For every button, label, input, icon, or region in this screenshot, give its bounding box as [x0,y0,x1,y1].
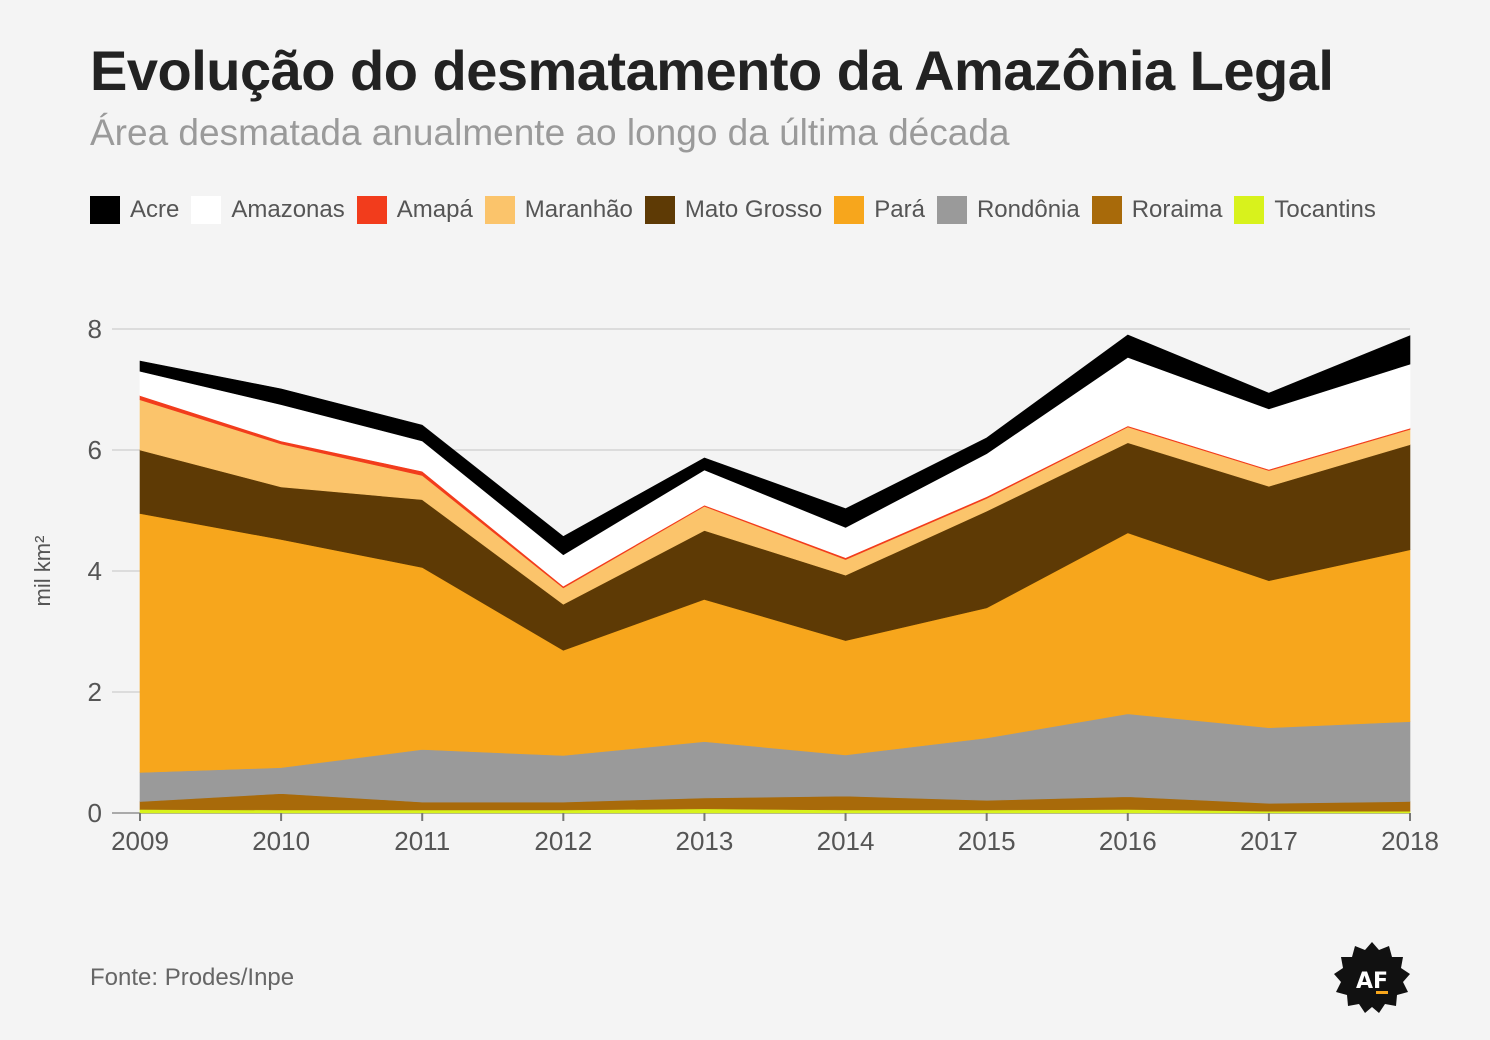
x-tick-label-2015: 2015 [958,826,1016,856]
y-tick-label-2: 2 [88,677,102,707]
legend-label-para: Pará [874,196,925,223]
agency-logo: AF [1334,942,1410,1013]
source-note: Fonte: Prodes/Inpe [90,964,295,991]
y-tick-label-4: 4 [88,556,102,586]
x-tick-label-2017: 2017 [1240,826,1298,856]
legend-item-tocantins: Tocantins [1234,196,1376,224]
logo-accent [1376,991,1388,994]
x-tick-label-2011: 2011 [394,826,450,856]
legend-item-amazonas: Amazonas [191,196,345,224]
legend-swatch-amazonas [191,196,222,224]
legend-swatch-tocantins [1234,196,1265,224]
legend-label-roraima: Roraima [1131,196,1223,223]
logo-text: AF [1356,969,1388,994]
legend-item-acre: Acre [90,196,179,224]
legend-item-maranhao: Maranhão [484,196,633,224]
legend-label-tocantins: Tocantins [1274,196,1376,223]
y-tick-label-8: 8 [88,314,102,344]
legend-item-rondonia: Rondônia [936,196,1080,224]
chart-title: Evolução do desmatamento da Amazônia Leg… [90,39,1334,102]
legend-item-mato-grosso: Mato Grosso [644,196,823,224]
logo-seal [1334,942,1410,1013]
x-tick-label-2009: 2009 [111,826,169,856]
x-tick-label-2018: 2018 [1381,826,1439,856]
x-tick-label-2016: 2016 [1099,826,1157,856]
legend-label-mato-grosso: Mato Grosso [684,196,823,223]
legend-swatch-amapa [356,196,387,224]
legend-swatch-mato-grosso [644,196,675,224]
x-tick-label-2014: 2014 [817,826,875,856]
legend-swatch-acre [90,196,120,224]
legend-swatch-roraima [1091,196,1122,224]
legend-item-amapa: Amapá [356,196,473,224]
chart-legend: Acre Amazonas Amapá Maranhão Mato Grosso Pará… [90,196,1390,224]
legend-label-amapa: Amapá [396,196,473,223]
legend-item-roraima: Roraima [1091,196,1223,224]
x-tick-label-2012: 2012 [534,826,592,856]
legend-swatch-rondonia [936,196,967,224]
legend-swatch-para [834,196,865,224]
legend-swatch-maranhao [484,196,515,224]
legend-item-para: Pará [834,196,925,224]
y-tick-label-0: 0 [88,798,102,828]
legend-label-acre: Acre [130,196,180,223]
y-axis-label: mil km² [30,536,55,607]
y-tick-label-6: 6 [88,435,102,465]
x-tick-label-2013: 2013 [676,826,734,856]
area-acre [139,334,1411,556]
x-tick-label-2010: 2010 [252,826,310,856]
legend-label-rondonia: Rondônia [976,196,1080,223]
chart-subtitle: Área desmatada anualmente ao longo da úl… [90,112,1010,153]
legend-label-maranhao: Maranhão [524,196,633,223]
legend-label-amazonas: Amazonas [231,196,345,223]
